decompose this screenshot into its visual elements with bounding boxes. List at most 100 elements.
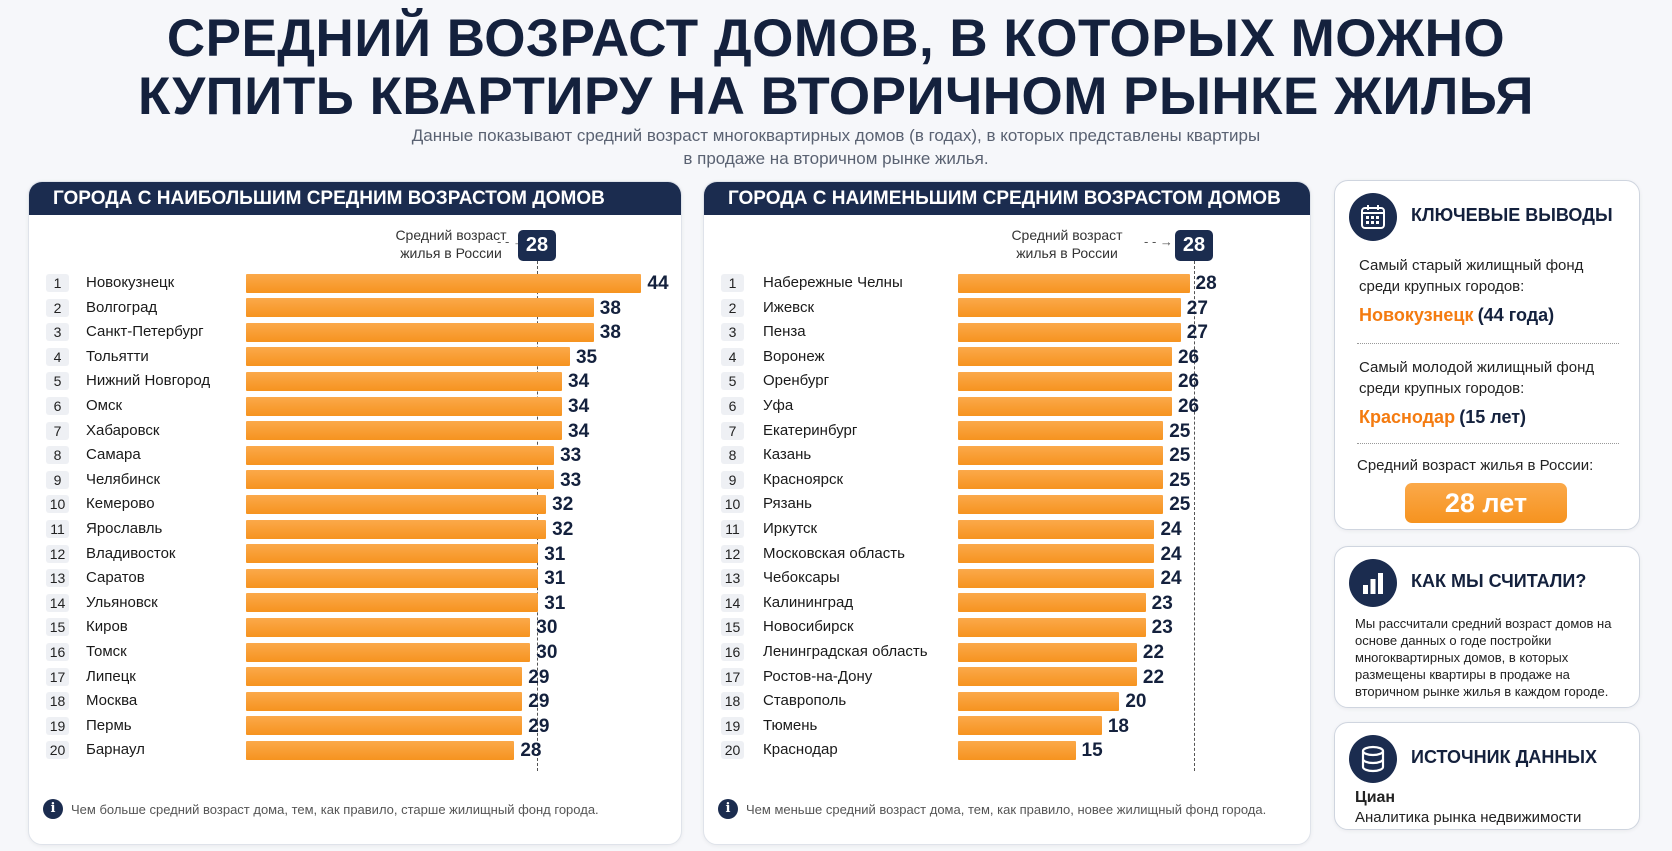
data-label: 22 xyxy=(1142,642,1165,663)
info-icon: i xyxy=(718,799,738,819)
category-label: Кемерово xyxy=(86,495,155,513)
data-label: 33 xyxy=(560,469,582,491)
category-label: Иркутск xyxy=(763,520,818,537)
page-subtitle: Данные показывают средний возраст многок… xyxy=(411,126,1261,168)
panel-title: ГОРОДА С НАИМЕНЬШИМ СРЕДНИМ ВОЗРАСТОМ ДО… xyxy=(704,182,1310,215)
card-title: КАК МЫ СЧИТАЛИ? xyxy=(1411,571,1587,591)
category-label: Екатеринбург xyxy=(763,421,858,439)
bar xyxy=(246,421,562,441)
category-label: Рязань xyxy=(763,495,812,513)
bar xyxy=(246,371,562,391)
bar xyxy=(958,740,1076,760)
oldest-text: Самый старый жилищный фонд среди крупных… xyxy=(1359,257,1584,325)
rank-label: 9 xyxy=(721,470,744,489)
bar xyxy=(958,544,1155,564)
data-label: 25 xyxy=(1169,469,1191,491)
rank-label: 10 xyxy=(46,495,69,514)
arrow-right-icon: - - → xyxy=(1144,234,1173,249)
youngest-cities-panel: ГОРОДА С НАИМЕНЬШИМ СРЕДНИМ ВОЗРАСТОМ ДО… xyxy=(703,181,1311,845)
bar xyxy=(958,642,1137,662)
data-label: 31 xyxy=(544,592,566,614)
rank-label: 18 xyxy=(46,692,69,711)
reference-badge: 28 xyxy=(518,230,556,261)
bar xyxy=(958,298,1181,318)
methodology-text: Мы рассчитали средний возраст домов на о… xyxy=(1355,616,1612,699)
rank-label: 3 xyxy=(721,323,744,342)
category-label: Ростов-на-Дону xyxy=(763,667,873,685)
bar xyxy=(246,494,547,514)
rank-label: 11 xyxy=(721,520,744,538)
oldest-value: (44 года) xyxy=(1477,305,1555,325)
data-label: 35 xyxy=(575,346,598,368)
bar xyxy=(958,347,1172,367)
rank-label: 8 xyxy=(721,446,744,465)
category-label: Томск xyxy=(86,643,127,660)
rank-label: 20 xyxy=(721,741,744,760)
bar xyxy=(246,544,539,564)
methodology-card: КАК МЫ СЧИТАЛИ? Мы рассчитали средний во… xyxy=(1334,546,1640,708)
category-label: Челябинск xyxy=(86,470,161,488)
category-label: Оренбург xyxy=(763,372,830,390)
database-icon xyxy=(1349,735,1397,783)
bar xyxy=(958,617,1146,637)
data-label: 31 xyxy=(544,568,566,590)
bar xyxy=(958,421,1164,441)
card-title: ИСТОЧНИК ДАННЫХ xyxy=(1411,747,1598,767)
bar xyxy=(246,519,547,539)
category-label: Санкт-Петербург xyxy=(86,323,204,341)
bar xyxy=(958,667,1137,687)
category-label: Саратов xyxy=(86,569,145,587)
youngest-text: Самый молодой жилищный фонд среди крупны… xyxy=(1359,359,1595,427)
rank-label: 13 xyxy=(721,569,744,588)
data-label: 24 xyxy=(1160,519,1182,540)
category-label: Пермь xyxy=(86,716,132,734)
rank-label: 8 xyxy=(46,446,69,465)
data-label: 22 xyxy=(1142,666,1165,688)
rank-label: 2 xyxy=(721,298,744,317)
category-label: Пенза xyxy=(763,323,806,341)
data-label: 15 xyxy=(1081,740,1103,762)
category-label: Волгоград xyxy=(86,298,158,316)
rank-label: 14 xyxy=(46,593,69,612)
key-findings-card: КЛЮЧЕВЫЕ ВЫВОДЫ Самый старый жилищный фо… xyxy=(1334,180,1640,530)
rank-label: 5 xyxy=(46,372,69,391)
rank-label: 1 xyxy=(46,274,69,292)
data-label: 34 xyxy=(568,420,590,442)
rank-label: 6 xyxy=(721,397,744,415)
info-icon: i xyxy=(43,799,63,819)
category-label: Набережные Челны xyxy=(763,274,903,291)
rank-label: 7 xyxy=(721,421,744,440)
data-label: 30 xyxy=(536,642,558,663)
data-label: 28 xyxy=(520,740,542,762)
bar xyxy=(958,396,1172,416)
category-label: Ярославль xyxy=(86,520,163,537)
data-label: 44 xyxy=(647,273,669,294)
rank-label: 4 xyxy=(721,347,744,366)
bar-chart-icon xyxy=(1349,559,1397,607)
data-label: 38 xyxy=(599,297,621,319)
source-name: Циан xyxy=(1355,789,1396,806)
rank-label: 17 xyxy=(721,667,744,686)
data-label: 38 xyxy=(599,322,621,344)
bar xyxy=(246,740,515,760)
rank-label: 12 xyxy=(46,544,69,563)
reference-badge: 28 xyxy=(1175,230,1213,261)
data-label: 32 xyxy=(552,519,574,540)
page-title: СРЕДНИЙ ВОЗРАСТ ДОМОВ, В КОТОРЫХ МОЖНО К… xyxy=(138,9,1534,126)
data-label: 27 xyxy=(1186,297,1208,319)
bar xyxy=(246,298,594,318)
data-label: 25 xyxy=(1169,494,1191,516)
data-label: 24 xyxy=(1160,543,1182,565)
divider xyxy=(1357,443,1619,444)
category-label: Киров xyxy=(86,618,128,636)
data-label: 26 xyxy=(1177,396,1200,417)
bar xyxy=(958,691,1120,711)
category-label: Ульяновск xyxy=(86,593,158,611)
category-label: Москва xyxy=(86,692,138,710)
bar xyxy=(246,642,531,662)
oldest-city: Новокузнецк xyxy=(1359,305,1474,325)
rank-label: 18 xyxy=(721,692,744,711)
rank-label: 20 xyxy=(46,741,69,760)
rank-label: 13 xyxy=(46,569,69,588)
bar xyxy=(246,617,531,637)
